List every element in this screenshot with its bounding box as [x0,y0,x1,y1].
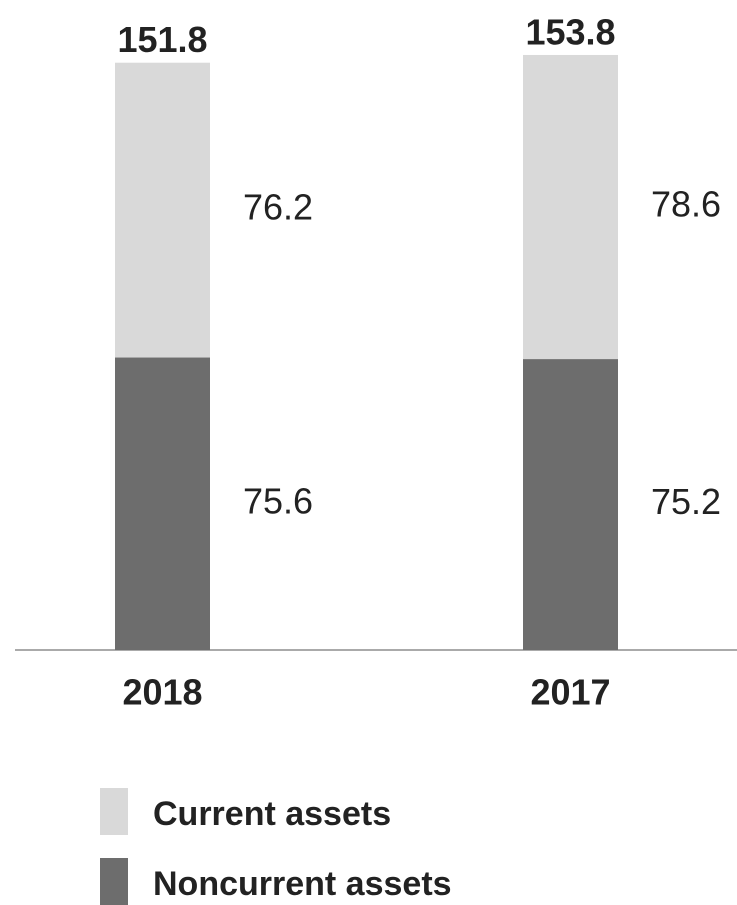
legend-label: Current assets [153,795,391,833]
legend-swatch [100,858,128,905]
bar-segment [523,359,618,650]
bar-segment [523,54,618,360]
segment-label: 76.2 [243,187,313,228]
legend-label: Noncurrent assets [153,865,452,903]
total-label: 151.8 [117,19,207,60]
segment-label: 78.6 [651,184,721,225]
x-tick-label: 2017 [530,672,610,713]
segment-label: 75.6 [243,480,313,521]
x-tick-label: 2018 [122,672,202,713]
bar-segment [115,62,210,358]
total-label: 153.8 [525,12,615,53]
bar-segment [115,357,210,650]
legend-swatch [100,788,128,835]
segment-label: 75.2 [651,481,721,522]
